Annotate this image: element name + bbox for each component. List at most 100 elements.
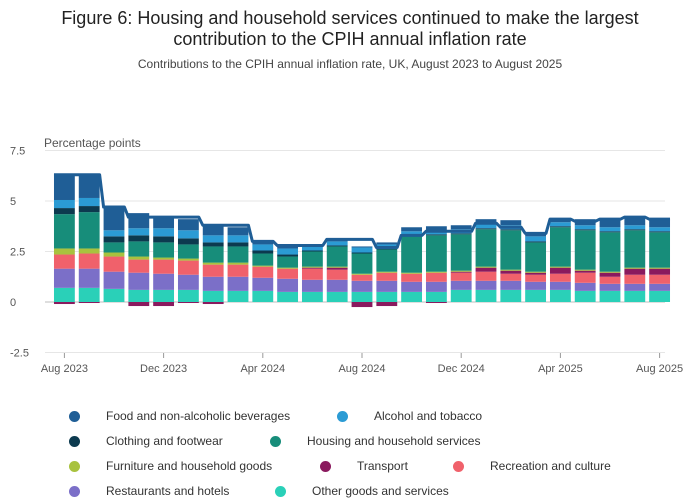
bar-segment	[177, 302, 199, 304]
bar-segment	[277, 268, 299, 279]
bar-segment	[53, 248, 75, 255]
bar-segment	[574, 269, 596, 271]
bar-segment	[525, 281, 547, 290]
bar-segment	[177, 289, 199, 302]
bar-segment	[227, 290, 249, 302]
bar-segment	[301, 245, 323, 251]
bar-segment	[128, 228, 150, 236]
bar-segment	[599, 271, 621, 273]
legend-label: Other goods and services	[312, 484, 449, 498]
bar-segment	[525, 271, 547, 273]
bar-segment	[649, 283, 671, 291]
bar-segment	[649, 231, 671, 233]
bar-segment	[351, 253, 373, 274]
bar-segment	[549, 289, 571, 302]
bar-segment	[78, 212, 100, 249]
bar-segment	[153, 216, 175, 229]
y-axis-label: Percentage points	[44, 136, 141, 150]
bar-segment	[376, 291, 398, 302]
bar-segment	[425, 281, 447, 292]
chart-subtitle: Contributions to the CPIH annual inflati…	[137, 57, 563, 71]
legend-label: Clothing and footwear	[106, 434, 223, 448]
bar-segment	[450, 289, 472, 302]
bar-segment	[53, 214, 75, 249]
bar-segment	[326, 240, 348, 242]
bar-segment	[153, 257, 175, 260]
bar-segment	[202, 262, 224, 265]
bar-segment	[401, 236, 423, 273]
bar-segment	[450, 272, 472, 281]
bar-segment	[227, 276, 249, 291]
bar-segment	[128, 256, 150, 260]
bar-segment	[326, 279, 348, 292]
bar-segment	[425, 272, 447, 282]
x-tick-label: Dec 2023	[140, 363, 187, 375]
legend-item[interactable]: Furniture and household goods	[69, 459, 272, 473]
bar-segment	[103, 271, 125, 289]
bar-segment	[301, 268, 323, 280]
bar-segment	[649, 219, 671, 228]
chart-title: Figure 6: Housing and household services…	[0, 8, 700, 50]
bar-segment	[351, 274, 373, 281]
bar-segment	[401, 231, 423, 236]
legend-item[interactable]: Clothing and footwear	[69, 434, 223, 448]
legend-item[interactable]: Transport	[320, 459, 408, 473]
bar-segment	[53, 208, 75, 215]
bar-segment	[475, 280, 497, 290]
bar-segment	[624, 267, 646, 269]
bar-segment	[574, 225, 596, 230]
x-tick-label: Dec 2024	[438, 363, 485, 375]
bar-segment	[376, 302, 398, 307]
bar-segment	[78, 287, 100, 302]
bar-segment	[326, 246, 348, 267]
bar-segment	[53, 287, 75, 302]
bar-segment	[525, 289, 547, 302]
bar-segment	[128, 272, 150, 290]
bar-segment	[177, 230, 199, 239]
bar-segment	[450, 233, 472, 235]
legend-item[interactable]: Other goods and services	[275, 484, 449, 498]
bar-segment	[128, 302, 150, 307]
bar-segment	[450, 234, 472, 271]
bar-segment	[525, 274, 547, 282]
legend-label: Recreation and culture	[490, 459, 611, 473]
bar-segment	[202, 235, 224, 243]
bar-segment	[649, 290, 671, 302]
bar-segment	[351, 246, 373, 248]
bar-segment	[624, 268, 646, 275]
bar-segment	[425, 226, 447, 231]
legend-item[interactable]: Food and non-alcoholic beverages	[69, 409, 290, 423]
bar-segment	[78, 206, 100, 213]
legend-item[interactable]: Restaurants and hotels	[69, 484, 229, 498]
bar-segment	[450, 270, 472, 272]
legend-item[interactable]: Alcohol and tobacco	[337, 409, 482, 423]
bar-segment	[425, 234, 447, 236]
legend-label: Transport	[357, 459, 408, 473]
bar-segment	[624, 290, 646, 302]
cpih-rate-line	[53, 173, 671, 249]
legend-item[interactable]: Housing and household services	[270, 434, 480, 448]
bar-segment	[227, 235, 249, 243]
bar-segment	[252, 253, 274, 266]
bar-segment	[153, 259, 175, 274]
bar-segment	[599, 231, 621, 233]
bar-segment	[574, 230, 596, 270]
bar-segment	[500, 230, 522, 270]
bar-segment	[277, 291, 299, 302]
legend-label: Food and non-alcoholic beverages	[106, 409, 291, 423]
bar-segment	[500, 289, 522, 302]
bar-segment	[525, 236, 547, 242]
bar-segment	[475, 267, 497, 272]
bar-segment	[475, 224, 497, 229]
legend-item[interactable]: Recreation and culture	[453, 459, 611, 473]
bar-segment	[425, 302, 447, 304]
bar-segment	[277, 254, 299, 257]
legend-swatch	[69, 460, 80, 472]
bar-segment	[326, 269, 348, 280]
bar-segment	[525, 272, 547, 275]
x-tick-label: Aug 2023	[41, 363, 88, 375]
bar-segment	[202, 302, 224, 305]
bar-segment	[128, 235, 150, 242]
bar-segment	[649, 232, 671, 268]
bar-segment	[351, 302, 373, 308]
